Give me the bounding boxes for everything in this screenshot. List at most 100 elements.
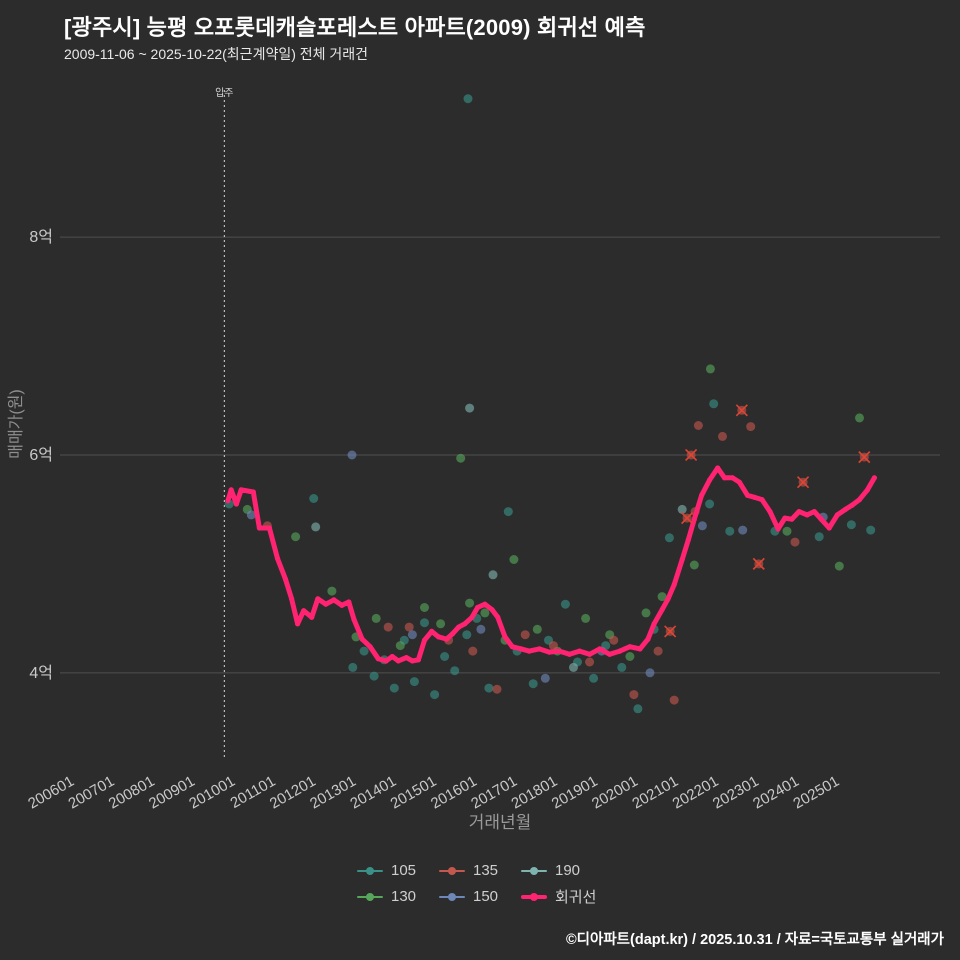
regression-node (339, 602, 345, 608)
scatter-point-105 (369, 671, 379, 681)
regression-node (475, 604, 481, 611)
regression-node (597, 646, 603, 652)
regression-node (409, 658, 415, 664)
regression-node (282, 576, 289, 582)
regression-node (266, 525, 272, 531)
scatter-point-190 (488, 570, 498, 580)
scatter-point-105 (846, 520, 856, 530)
regression-node (679, 556, 685, 563)
outlier-x-mark (680, 512, 694, 525)
regression-node (509, 644, 515, 650)
scatter-point-105 (420, 618, 429, 628)
regression-node (309, 614, 315, 620)
legend-marker-dot (448, 892, 456, 901)
regression-node (856, 497, 863, 503)
regression-node (691, 516, 697, 522)
regression-node (864, 487, 871, 493)
scatter-point-130 (581, 613, 591, 623)
scatter-point-135 (585, 657, 595, 667)
scatter-point-135 (548, 641, 558, 651)
scatter-point-105 (462, 630, 472, 640)
scatter-point-105 (589, 673, 599, 683)
scatter-point-130 (689, 560, 699, 570)
legend-item-회귀선[interactable]: 회귀선 (521, 886, 603, 907)
scatter-point-150 (697, 521, 707, 531)
legend-row: 130 150 회귀선 (357, 886, 603, 907)
regression-node (811, 509, 817, 515)
scatter-point-105 (725, 526, 735, 536)
x-axis-title: 거래년월 (468, 813, 532, 832)
legend-row: 105 135 190 (357, 862, 603, 879)
regression-node (456, 624, 462, 630)
legend-item-150[interactable]: 150 (439, 886, 521, 907)
regression-node (752, 494, 758, 500)
scatter-point-130 (291, 532, 301, 542)
scatter-point-130 (465, 598, 475, 608)
scatter-point-135 (383, 622, 393, 632)
legend-item-190[interactable]: 190 (521, 862, 603, 879)
regression-node (421, 637, 428, 643)
regression-node (346, 599, 352, 605)
series-legend-marker-icon (439, 866, 465, 876)
scatter-point-105 (359, 646, 369, 656)
plot-area: 4억6억8억2006012007012008012009012010012011… (25, 86, 940, 813)
regression-node (767, 509, 773, 515)
regression-node (323, 601, 329, 607)
scatter-point-130 (532, 624, 542, 634)
regression-node (359, 636, 365, 642)
x-tick-label: 200901 (146, 773, 198, 813)
scatter-point-105 (664, 533, 674, 543)
regression-node (233, 501, 239, 507)
regression-line (225, 465, 877, 664)
regression-node (444, 636, 450, 642)
legend-item-130[interactable]: 130 (357, 886, 439, 907)
series-legend-marker-icon (357, 866, 383, 876)
x-tick-label: 201901 (549, 773, 601, 813)
regression-node (849, 502, 855, 508)
legend-item-135[interactable]: 135 (439, 862, 521, 879)
regression-node (351, 616, 357, 623)
regression-node (576, 648, 583, 654)
scatter-point-105 (440, 652, 450, 661)
regression-node (796, 509, 802, 515)
legend-label: 190 (555, 862, 581, 879)
regression-node (730, 475, 736, 481)
regression-node (301, 608, 307, 614)
scatter-point-105 (560, 599, 570, 609)
regression-node (274, 555, 281, 562)
scatter-point-150 (476, 624, 486, 634)
legend-label: 150 (473, 888, 499, 905)
legend-marker-dot (366, 892, 374, 901)
outlier-x-mark (685, 448, 698, 462)
series-legend-marker-icon (439, 892, 465, 902)
regression-node (556, 648, 563, 654)
x-tick-label: 201401 (347, 773, 399, 813)
outlier-x-mark (858, 451, 871, 464)
regression-node (744, 492, 751, 498)
scatter-point-130 (834, 561, 844, 571)
series-legend-marker-icon (357, 892, 383, 902)
x-tick-label: 201701 (468, 773, 520, 813)
x-tick-label: 201201 (267, 773, 319, 813)
x-tick-label: 201301 (307, 773, 359, 813)
scatter-point-130 (371, 613, 381, 623)
regression-node (637, 646, 643, 652)
legend-marker-dot (448, 866, 456, 875)
regression-node (450, 631, 456, 637)
regression-node (782, 515, 788, 521)
regression-node (429, 628, 435, 635)
regression-node (826, 525, 832, 531)
regression-node (721, 475, 728, 481)
regression-node (436, 634, 442, 640)
x-tick-label: 201601 (428, 773, 480, 813)
outlier-x-mark (752, 557, 765, 571)
scatter-point-190 (465, 403, 475, 413)
regression-node (759, 497, 765, 503)
legend-item-105[interactable]: 105 (357, 862, 439, 879)
scatter-point-150 (738, 525, 748, 535)
regression-node (518, 646, 524, 652)
regression-node (617, 648, 623, 654)
scatter-point-130 (705, 364, 715, 374)
legend-label: 105 (391, 862, 417, 879)
page-subtitle: 2009-11-06 ~ 2025-10-22(최근계약일) 전체 거래건 (64, 46, 369, 62)
